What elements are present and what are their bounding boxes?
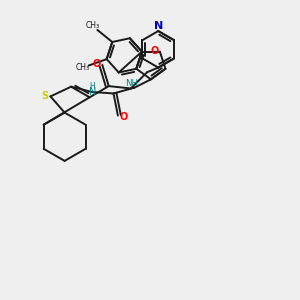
Text: O: O bbox=[93, 59, 101, 69]
Text: N: N bbox=[88, 87, 96, 97]
Text: H: H bbox=[89, 82, 95, 91]
Text: NH: NH bbox=[125, 79, 138, 88]
Text: S: S bbox=[42, 91, 49, 101]
Text: CH₃: CH₃ bbox=[76, 63, 90, 72]
Text: O: O bbox=[120, 112, 128, 122]
Text: O: O bbox=[151, 46, 159, 56]
Text: N: N bbox=[154, 21, 163, 31]
Text: CH₃: CH₃ bbox=[85, 21, 99, 30]
